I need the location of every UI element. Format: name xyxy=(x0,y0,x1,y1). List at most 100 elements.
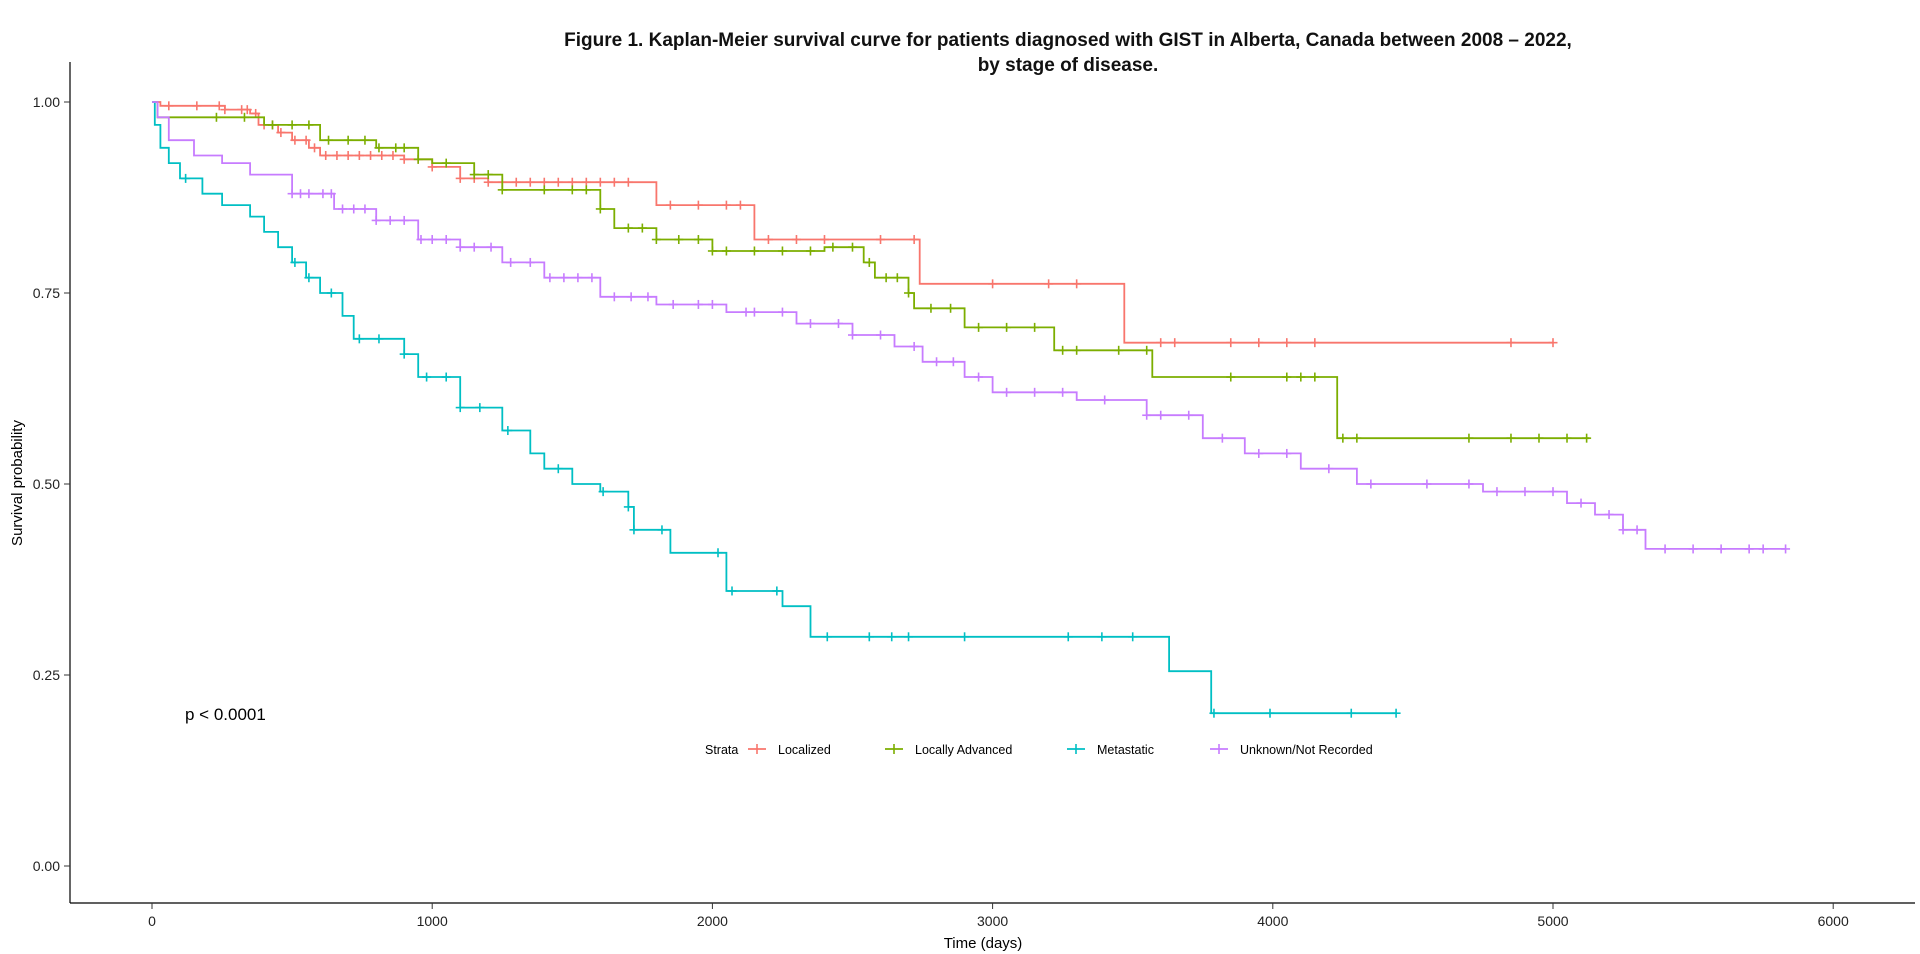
series-localized xyxy=(152,101,1558,348)
censor-mark-metastatic xyxy=(629,525,639,535)
censor-mark-locally-advanced xyxy=(1562,433,1572,443)
x-tick-label-4000: 4000 xyxy=(1257,913,1288,929)
censor-mark-localized xyxy=(1282,338,1292,348)
censor-mark-unknown-not-recorded xyxy=(349,204,359,214)
censor-mark-locally-advanced xyxy=(926,303,936,313)
censor-mark-unknown-not-recorded xyxy=(668,299,678,309)
y-axis-title: Survival probability xyxy=(9,420,26,546)
censor-mark-metastatic xyxy=(181,173,191,183)
censor-mark-locally-advanced xyxy=(777,246,787,256)
censor-mark-locally-advanced xyxy=(707,246,717,256)
censor-mark-metastatic xyxy=(503,426,513,436)
censor-mark-locally-advanced xyxy=(1506,433,1516,443)
censor-mark-locally-advanced xyxy=(1114,345,1124,355)
censor-mark-locally-advanced xyxy=(651,235,661,245)
censor-mark-locally-advanced xyxy=(374,143,384,153)
x-tick-label-1000: 1000 xyxy=(417,913,448,929)
censor-mark-locally-advanced xyxy=(974,322,984,332)
p-value-annotation: p < 0.0001 xyxy=(185,705,266,724)
censor-mark-unknown-not-recorded xyxy=(1030,387,1040,397)
censor-mark-locally-advanced xyxy=(539,185,549,195)
censor-mark-unknown-not-recorded xyxy=(643,292,653,302)
censor-mark-unknown-not-recorded xyxy=(1716,544,1726,554)
censor-mark-unknown-not-recorded xyxy=(326,189,336,199)
censor-mark-metastatic xyxy=(623,502,633,512)
censor-mark-locally-advanced xyxy=(304,120,314,130)
censor-mark-unknown-not-recorded xyxy=(876,330,886,340)
censor-mark-metastatic xyxy=(1063,632,1073,642)
censor-mark-locally-advanced xyxy=(1464,433,1474,443)
censor-mark-localized xyxy=(581,177,591,187)
censor-mark-locally-advanced xyxy=(848,242,857,252)
censor-mark-unknown-not-recorded xyxy=(1254,448,1264,458)
censor-mark-localized xyxy=(1170,338,1180,348)
x-tick-label-5000: 5000 xyxy=(1537,913,1568,929)
censor-mark-unknown-not-recorded xyxy=(609,292,619,302)
series-locally-advanced xyxy=(152,101,1592,443)
censor-mark-locally-advanced xyxy=(497,185,507,195)
censor-mark-unknown-not-recorded xyxy=(1576,498,1586,508)
censor-mark-unknown-not-recorded xyxy=(573,273,583,283)
censor-mark-metastatic xyxy=(1097,632,1107,642)
censor-mark-localized xyxy=(623,177,633,187)
censor-mark-localized xyxy=(366,150,376,160)
censor-mark-locally-advanced xyxy=(1352,433,1362,443)
censor-mark-localized xyxy=(567,177,577,187)
censor-mark-localized xyxy=(483,177,493,187)
censor-mark-unknown-not-recorded xyxy=(1464,479,1474,489)
censor-mark-unknown-not-recorded xyxy=(1781,544,1791,554)
censor-mark-locally-advanced xyxy=(581,185,591,195)
censor-mark-unknown-not-recorded xyxy=(1100,395,1110,405)
censor-mark-localized xyxy=(192,101,202,111)
censor-mark-unknown-not-recorded xyxy=(1604,510,1614,520)
survival-line-localized xyxy=(152,101,1553,344)
legend-label-locally-advanced: Locally Advanced xyxy=(915,743,1012,757)
censor-mark-metastatic xyxy=(822,632,832,642)
censor-mark-localized xyxy=(1254,338,1264,348)
plot-area xyxy=(152,101,1791,718)
censor-mark-unknown-not-recorded xyxy=(469,242,479,252)
censor-mark-localized xyxy=(1156,338,1166,348)
censor-mark-locally-advanced xyxy=(391,143,401,153)
censor-mark-locally-advanced xyxy=(805,246,815,256)
censor-mark-unknown-not-recorded xyxy=(559,273,569,283)
y-tick-label-1.00: 1.00 xyxy=(33,94,60,110)
legend-item-localized: Localized xyxy=(748,743,831,757)
y-tick-label-0.00: 0.00 xyxy=(33,858,60,874)
censor-mark-localized xyxy=(242,105,252,115)
censor-mark-locally-advanced xyxy=(828,242,838,252)
censor-mark-locally-advanced xyxy=(1072,345,1082,355)
censor-mark-unknown-not-recorded xyxy=(1618,525,1628,535)
legend-item-unknown-not-recorded: Unknown/Not Recorded xyxy=(1210,743,1373,757)
censor-mark-unknown-not-recorded xyxy=(1548,487,1558,497)
censor-mark-localized xyxy=(310,143,320,153)
censor-mark-locally-advanced xyxy=(595,204,605,214)
censor-mark-metastatic xyxy=(304,273,314,283)
censor-mark-locally-advanced xyxy=(483,170,493,180)
censor-mark-unknown-not-recorded xyxy=(693,299,703,309)
censor-mark-localized xyxy=(301,135,311,145)
censor-mark-metastatic xyxy=(290,257,300,267)
censor-mark-unknown-not-recorded xyxy=(1058,387,1068,397)
censor-mark-unknown-not-recorded xyxy=(338,204,348,214)
censor-mark-localized xyxy=(909,235,919,245)
censor-mark-locally-advanced xyxy=(623,223,633,233)
censor-mark-localized xyxy=(1044,279,1054,289)
censor-mark-locally-advanced xyxy=(674,235,684,245)
censor-mark-localized xyxy=(539,177,549,187)
censor-mark-localized xyxy=(819,235,829,245)
censor-mark-locally-advanced xyxy=(324,135,334,145)
censor-mark-localized xyxy=(377,150,387,160)
censor-mark-unknown-not-recorded xyxy=(707,299,717,309)
censor-mark-locally-advanced xyxy=(413,154,423,164)
x-tick-label-0: 0 xyxy=(148,913,156,929)
censor-mark-metastatic xyxy=(904,632,914,642)
censor-mark-locally-advanced xyxy=(441,158,451,168)
censor-mark-localized xyxy=(343,150,353,160)
censor-mark-localized xyxy=(332,150,342,160)
censor-mark-unknown-not-recorded xyxy=(486,242,496,252)
censor-mark-unknown-not-recorded xyxy=(385,215,395,225)
censor-mark-unknown-not-recorded xyxy=(1156,410,1166,420)
censor-mark-localized xyxy=(1506,338,1516,348)
